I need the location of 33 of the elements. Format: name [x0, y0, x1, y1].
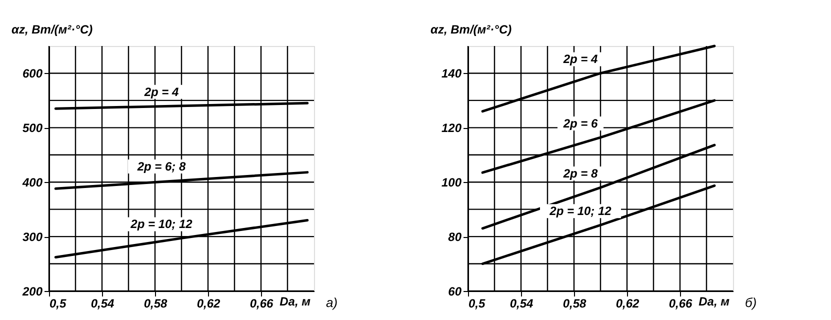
x-tick-label: 0,62	[196, 296, 220, 310]
x-tick-label: 0,54	[510, 296, 534, 310]
series-label: 2p = 4	[562, 52, 598, 66]
y-tick-label: 300	[22, 230, 43, 244]
series-label: 2p = 8	[562, 166, 598, 181]
y-axis-title: αz, Вт/(м²·°C)	[12, 22, 93, 36]
x-axis-title: Dа, м	[280, 294, 311, 308]
text: а)	[326, 295, 338, 310]
x-axis-title: Dа, м	[698, 294, 730, 308]
y-tick-label: 120	[441, 121, 462, 136]
x-tick-label: 0,66	[668, 296, 692, 310]
x-tick-label: 0,66	[250, 296, 274, 310]
series-label: 2p = 6	[562, 116, 598, 130]
y-tick-label: 500	[22, 121, 43, 136]
series-label: 2p = 10; 12	[130, 217, 193, 232]
y-tick-label: 100	[441, 176, 462, 190]
text: б)	[745, 295, 757, 310]
x-tick-label: 0,54	[90, 296, 114, 310]
x-tick-label: 0,5	[468, 296, 486, 310]
x-tick-label: 0,5	[50, 296, 67, 310]
y-tick-label: 200	[21, 284, 43, 298]
y-tick-label: 60	[448, 284, 462, 298]
y-axis-title: αz, Вт/(м²·°C)	[430, 22, 512, 36]
y-tick-label: 600	[22, 66, 43, 81]
x-tick-label: 0,58	[144, 296, 168, 310]
x-tick-label: 0,62	[616, 296, 640, 310]
series-label: 2p = 10; 12	[548, 204, 612, 218]
y-tick-label: 140	[441, 66, 462, 81]
series-label: 2p = 6; 8	[136, 159, 186, 174]
series-label: 2p = 4	[143, 84, 179, 99]
y-tick-label: 80	[448, 230, 462, 244]
y-tick-label: 400	[21, 176, 43, 190]
x-tick-label: 0,58	[562, 296, 586, 310]
